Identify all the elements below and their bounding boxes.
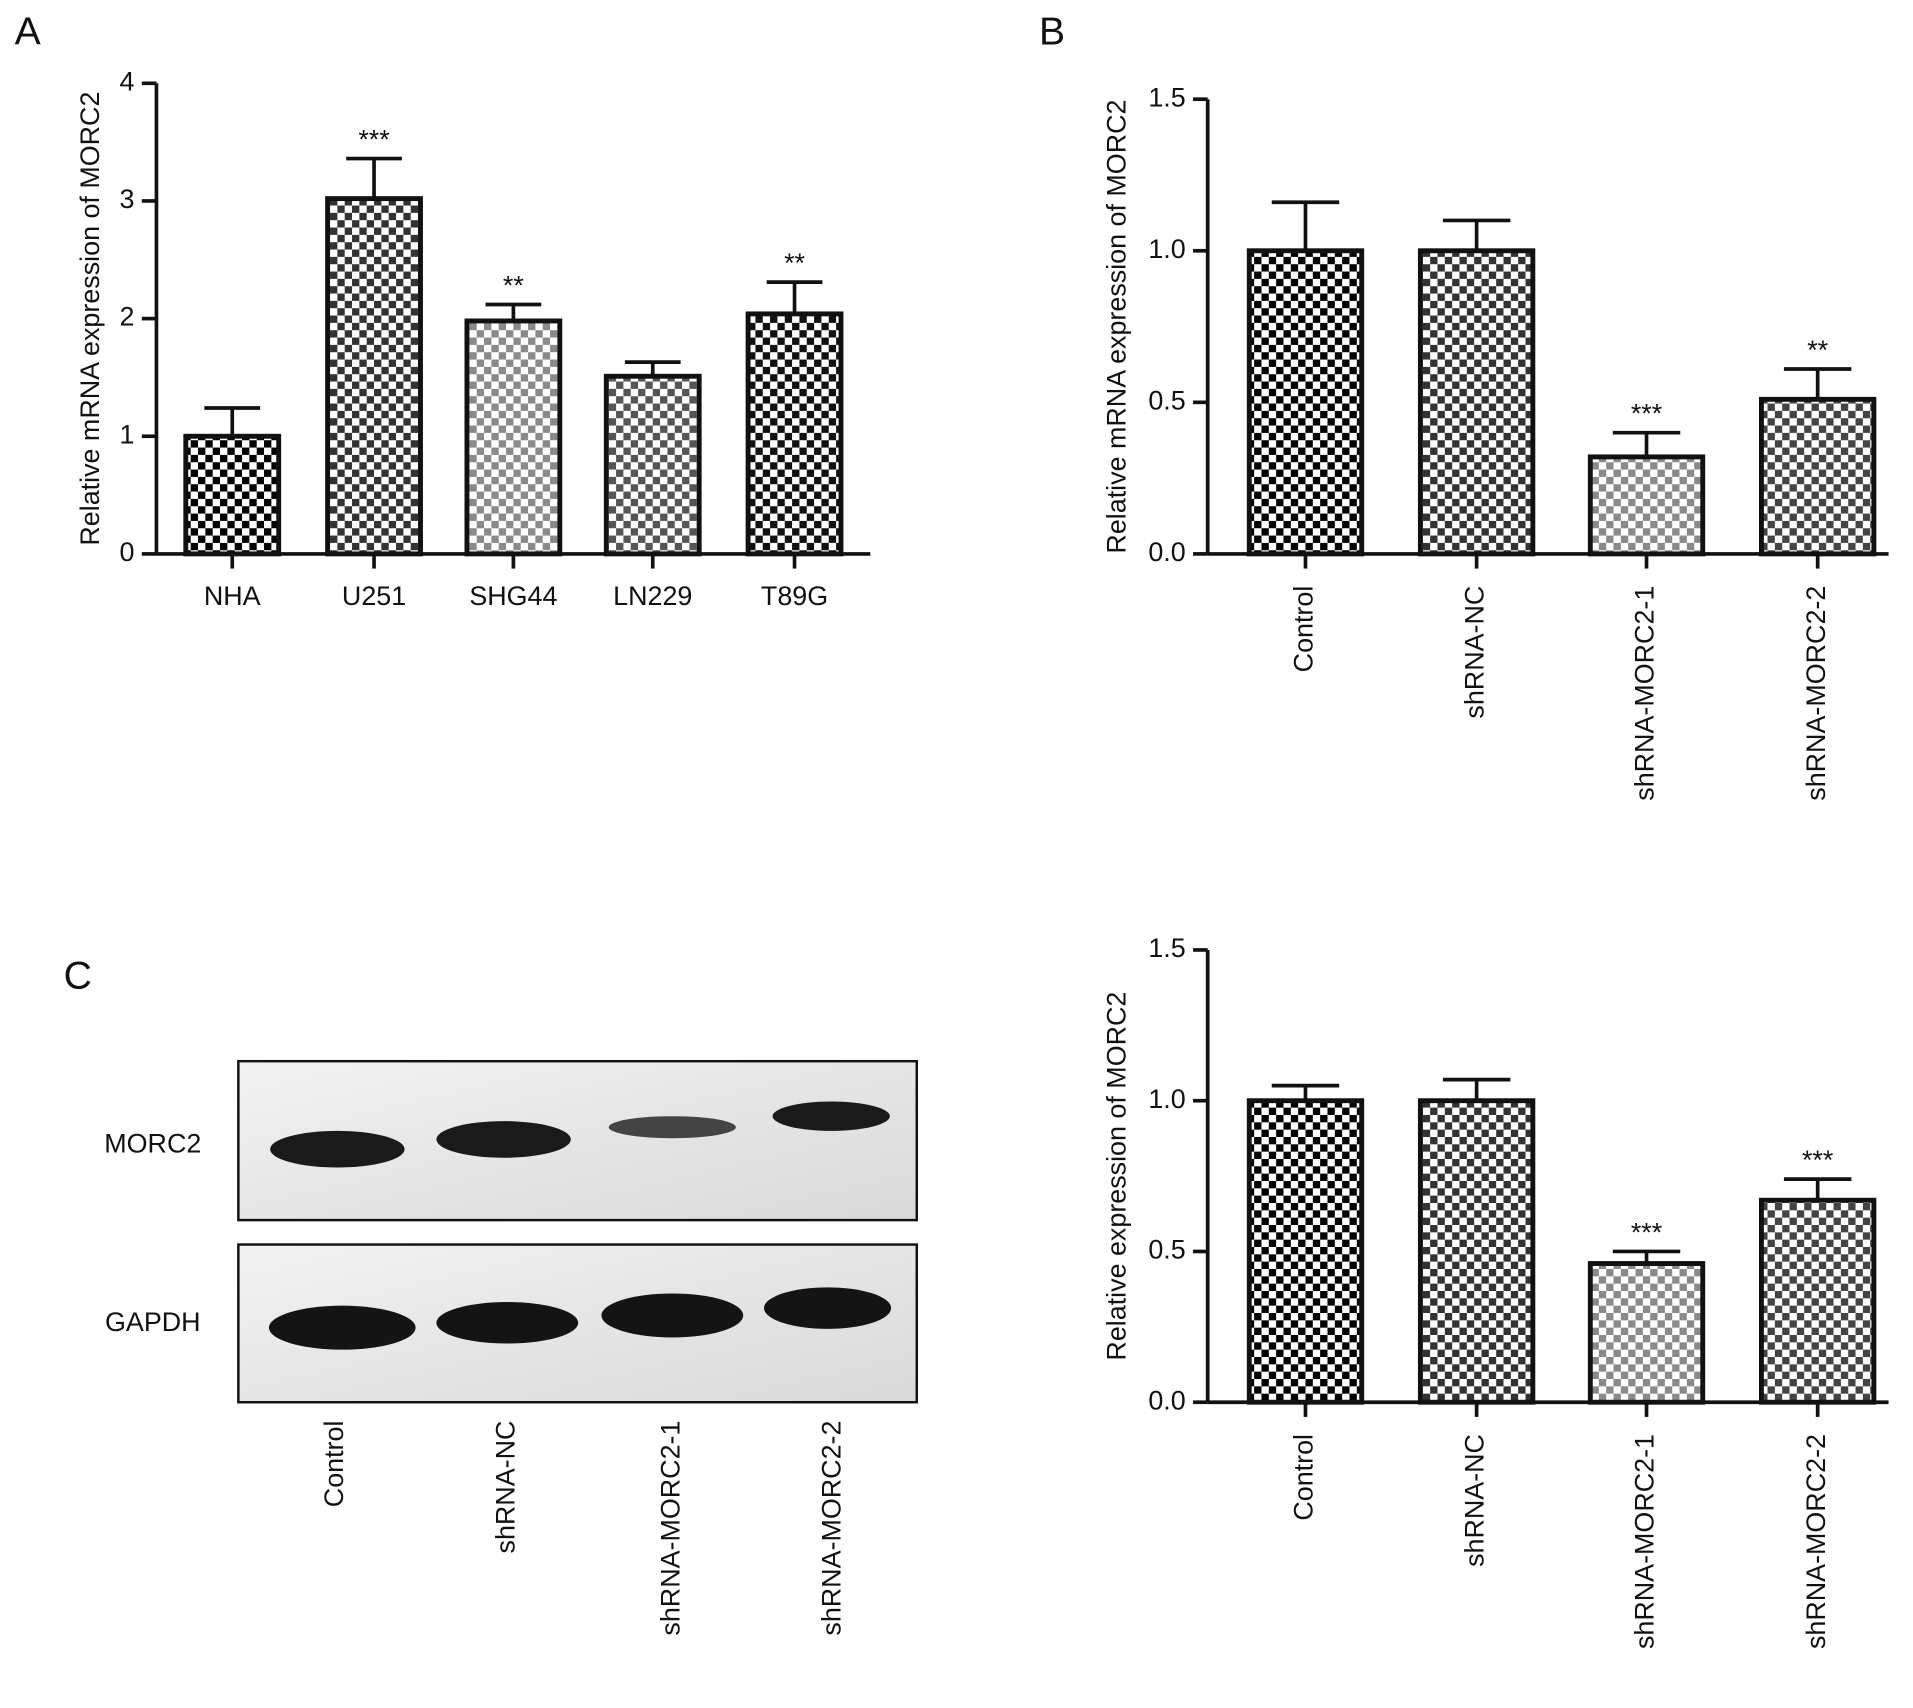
- band: [436, 1121, 571, 1158]
- bar: [1758, 1197, 1877, 1405]
- panel-label: A: [15, 11, 42, 54]
- significance: **: [1807, 335, 1828, 365]
- bar: [464, 318, 563, 557]
- blot-labels: C MORC2 GAPDH Control shRNA-NC shRNA-MORC2-1 s…: [64, 954, 847, 1635]
- lane-label: shRNA-NC: [490, 1421, 520, 1554]
- x-tick-label: shRNA-MORC2-1: [1630, 586, 1660, 801]
- x-tick-label: NHA: [204, 581, 261, 611]
- panel-label: C: [64, 954, 92, 997]
- bar: [603, 373, 702, 557]
- band: [601, 1293, 744, 1338]
- band: [270, 1130, 405, 1168]
- y-tick-label: 1.5: [1148, 82, 1185, 112]
- row-label: GAPDH: [105, 1307, 201, 1337]
- y-tick-label: 0: [120, 537, 135, 567]
- significance: ***: [1631, 1217, 1663, 1247]
- lane-label: shRNA-MORC2-1: [655, 1421, 685, 1636]
- bar: [1758, 396, 1877, 557]
- y-tick-label: 4: [120, 66, 135, 96]
- bar: [1587, 454, 1706, 557]
- x-tick-label: shRNA-MORC2-1: [1630, 1434, 1660, 1649]
- x-tick-label: Control: [1289, 1434, 1319, 1521]
- y-axis-label: Relative expression of MORC2: [1102, 992, 1132, 1361]
- western-blot: [237, 1059, 918, 1404]
- x-tick-label: shRNA-MORC2-2: [1801, 586, 1831, 801]
- y-tick-label: 2: [120, 302, 135, 332]
- x-tick-label: LN229: [613, 581, 692, 611]
- band: [608, 1116, 736, 1139]
- bar: [1587, 1261, 1706, 1405]
- band: [268, 1305, 416, 1350]
- lane-label: shRNA-MORC2-2: [817, 1421, 847, 1636]
- significance: **: [784, 248, 805, 278]
- bar: [1417, 248, 1536, 557]
- x-tick-label: shRNA-NC: [1460, 586, 1490, 719]
- y-tick-label: 1.0: [1148, 234, 1185, 264]
- chart: A Relative mRNA expression of MORC2 0 1 2 3 4 N…: [15, 11, 871, 611]
- panel-label: B: [1039, 11, 1065, 54]
- bar: [745, 311, 844, 557]
- y-tick-label: 0.0: [1148, 537, 1185, 567]
- lane-label: Control: [319, 1421, 349, 1508]
- x-tick-label: T89G: [761, 581, 828, 611]
- x-tick-label: SHG44: [469, 581, 557, 611]
- y-tick-label: 1: [120, 419, 135, 449]
- x-tick-label: shRNA-MORC2-2: [1801, 1434, 1831, 1649]
- bar: [325, 196, 423, 557]
- y-tick-label: 0.5: [1148, 385, 1185, 415]
- x-tick-label: Control: [1289, 586, 1319, 673]
- bar: [1417, 1098, 1536, 1405]
- significance: **: [503, 270, 524, 300]
- band: [436, 1301, 579, 1344]
- x-tick-label: shRNA-NC: [1460, 1434, 1490, 1567]
- chart: B Relative mRNA expression of MORC2 0.0 0.5…: [1039, 11, 1889, 801]
- y-tick-label: 3: [120, 184, 135, 214]
- bar: [1246, 1098, 1365, 1405]
- y-tick-label: 1.5: [1148, 933, 1185, 963]
- bar: [183, 433, 282, 557]
- y-axis-label: Relative mRNA expression of MORC2: [75, 92, 105, 546]
- significance: ***: [358, 125, 390, 155]
- row-label: MORC2: [104, 1129, 201, 1159]
- chart: Relative expression of MORC2 0.0 0.5 1.0 1.5…: [1102, 933, 1889, 1649]
- significance: ***: [1802, 1145, 1834, 1175]
- significance: ***: [1631, 399, 1663, 429]
- bar: [1246, 248, 1365, 557]
- y-tick-label: 0.5: [1148, 1235, 1185, 1265]
- y-tick-label: 0.0: [1148, 1385, 1185, 1415]
- band: [763, 1287, 892, 1329]
- y-tick-label: 1.0: [1148, 1084, 1185, 1114]
- y-axis-label: Relative mRNA expression of MORC2: [1102, 100, 1132, 554]
- band: [772, 1101, 890, 1131]
- x-tick-label: U251: [342, 581, 406, 611]
